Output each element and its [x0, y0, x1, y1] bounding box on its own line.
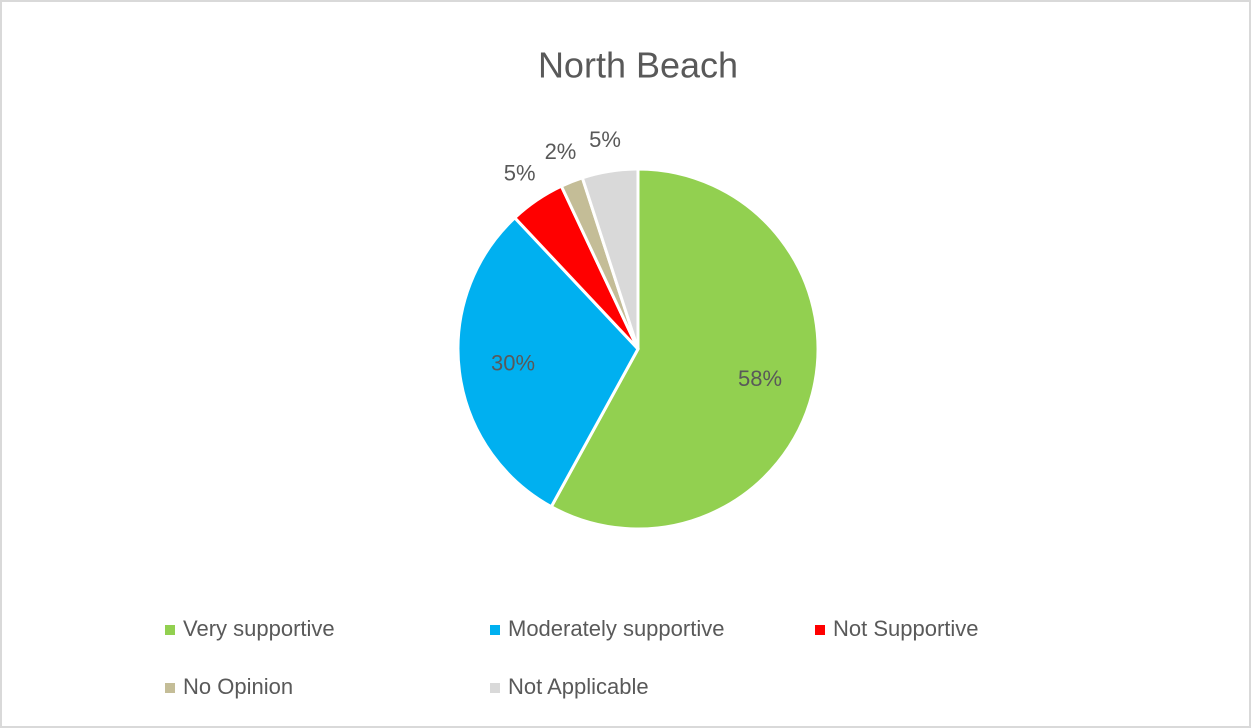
- pie-slice: [456, 215, 640, 509]
- chart-title: North Beach: [538, 45, 738, 86]
- pie-slice: [549, 167, 820, 531]
- legend-label: Very supportive: [183, 616, 335, 641]
- legend-swatch: [490, 625, 500, 635]
- legend-swatch: [490, 683, 500, 693]
- data-label: 5%: [504, 161, 536, 186]
- data-label: 58%: [738, 366, 782, 391]
- legend-swatch: [165, 683, 175, 693]
- legend-label: Moderately supportive: [508, 616, 724, 641]
- legend-swatch: [815, 625, 825, 635]
- data-label: 2%: [545, 139, 577, 164]
- legend-label: Not Applicable: [508, 674, 649, 699]
- legend-label: No Opinion: [183, 674, 293, 699]
- legend-label: Not Supportive: [833, 616, 979, 641]
- data-label: 5%: [589, 127, 621, 152]
- data-label: 30%: [491, 351, 535, 376]
- pie-slice: [580, 167, 640, 350]
- legend-swatch: [165, 625, 175, 635]
